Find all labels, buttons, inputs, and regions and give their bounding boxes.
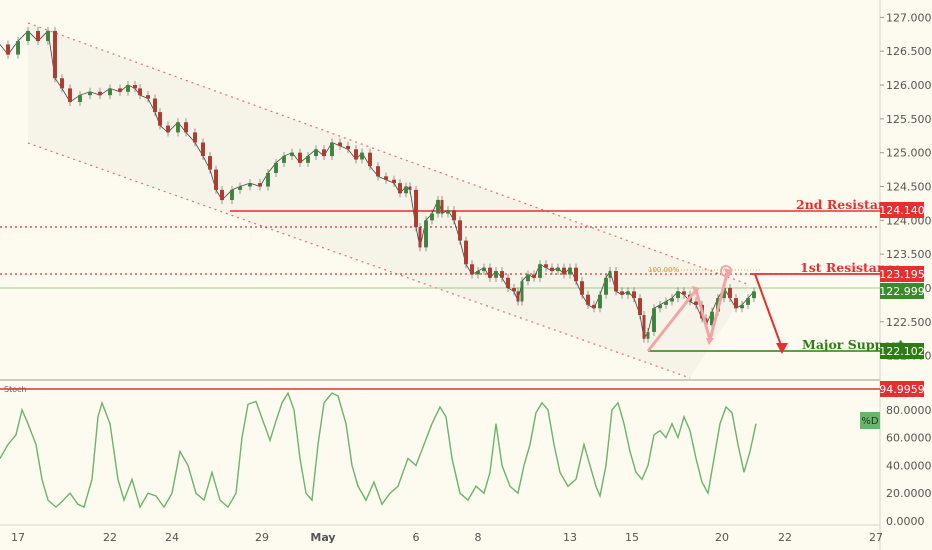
time-tick-label: 8: [475, 531, 482, 544]
time-tick-label: 20: [715, 531, 729, 544]
stoch-tick-label: 80.0000: [886, 404, 932, 417]
time-tick-label: 13: [563, 531, 577, 544]
pattern-arrowhead-1: [692, 286, 700, 295]
projection-arrow-line: [754, 273, 783, 349]
stoch-axis-ticks: 80.0000 60.0000 40.0000 20.0000 0.0000: [886, 404, 932, 528]
first-resistance-badge-text: 123.195: [879, 268, 925, 281]
time-tick-label: 22: [103, 531, 117, 544]
stoch-tick-label: 0.0000: [886, 515, 925, 528]
time-tick-label: 15: [625, 531, 639, 544]
stoch-level-badge: [880, 381, 924, 397]
stoch-legend-text: %D: [861, 416, 879, 427]
price-line: [0, 30, 755, 340]
first-resistance-badge: [880, 266, 924, 282]
price-tick-label: 125.500: [886, 113, 932, 126]
stoch-tick-label: 20.0000: [886, 487, 932, 500]
price-tick-label: 122.500: [886, 316, 932, 329]
major-support-badge: [880, 343, 924, 359]
stoch-tick-label: 60.0000: [886, 432, 932, 445]
second-resistance-badge-text: 124.140: [879, 204, 925, 217]
pattern-leg-1: [646, 289, 698, 352]
stoch-d-line: [0, 391, 757, 509]
pattern-leg-2: [694, 289, 712, 341]
pattern-drawing: [646, 265, 732, 352]
stoch-tick-label: 40.0000: [886, 459, 932, 472]
time-tick-label: 6: [413, 531, 420, 544]
channel-upper-line: [27, 22, 751, 286]
time-tick-label: 27: [869, 531, 883, 544]
pattern-arrowhead-2: [706, 338, 714, 345]
current-price-badge-text: 122.999: [879, 285, 925, 298]
stoch-legend-badge: [860, 412, 880, 429]
pattern-arrowhead-3: [724, 268, 732, 277]
major-support-badge-text: 122.102: [879, 345, 925, 358]
stoch-level-badge-text: 94.9959: [879, 383, 925, 396]
second-resistance-label: 2nd Resistance: [796, 197, 903, 212]
time-tick-label: 29: [255, 531, 269, 544]
price-tick-label: 125.000: [886, 147, 932, 160]
price-tick-label: 127.000: [886, 11, 932, 24]
time-tick-label: 22: [778, 531, 792, 544]
pattern-leg-3: [708, 269, 730, 341]
current-price-badge: [880, 283, 924, 299]
price-tick-label: 126.500: [886, 45, 932, 58]
channel-fill: [28, 23, 750, 378]
fib-label: 100.00%: [648, 266, 679, 274]
projection-arrowhead: [776, 343, 788, 354]
price-tick-label: 126.000: [886, 79, 932, 92]
time-axis-ticks: 17 22 24 29 May 6 8 13 15 20 22 27: [11, 531, 883, 544]
time-tick-label: 17: [11, 531, 25, 544]
candles-group: [6, 26, 756, 343]
price-tick-label: 124.500: [886, 181, 932, 194]
time-tick-label: May: [310, 531, 335, 544]
second-resistance-badge: [880, 202, 924, 218]
major-support-label: Major Support: [802, 337, 904, 352]
first-resistance-label: 1st Resistance: [800, 260, 902, 275]
price-tick-label: 123.500: [886, 248, 932, 261]
time-tick-label: 24: [165, 531, 179, 544]
